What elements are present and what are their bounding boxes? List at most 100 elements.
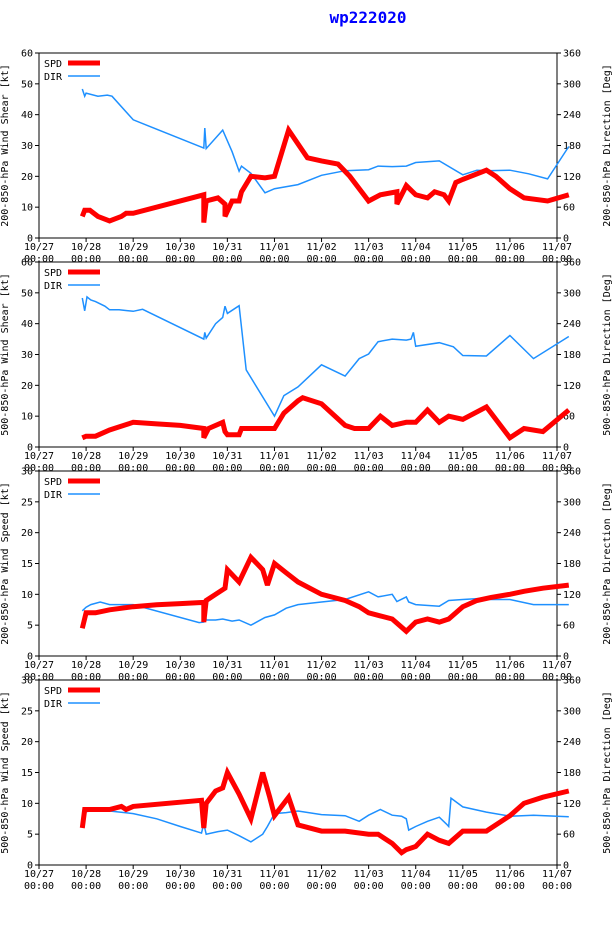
x-tick-label-date: 11/01 [259,451,289,462]
x-tick-label-date: 10/29 [118,869,148,880]
x-tick-label-date: 11/02 [306,451,336,462]
y-right-tick-label: 180 [563,768,581,779]
y-right-tick-label: 0 [563,652,569,663]
x-tick-label-time: 00:00 [118,881,148,892]
y-right-tick-label: 120 [563,381,581,392]
y-left-tick-label: 40 [21,319,33,330]
y-left-tick-label: 50 [21,288,33,299]
y-right-tick-label: 60 [563,621,575,632]
x-tick-label-time: 00:00 [24,254,54,265]
x-tick-label-date: 11/02 [306,869,336,880]
x-tick-label-time: 00:00 [165,672,195,683]
x-tick-label-date: 10/28 [71,242,101,253]
x-tick-label-date: 11/04 [401,242,431,253]
x-tick-label-time: 00:00 [354,463,384,474]
x-tick-label-time: 00:00 [542,672,572,683]
plot-frame [38,679,558,866]
plot-frame [38,261,558,448]
x-tick-label-date: 10/28 [71,451,101,462]
x-tick-label-time: 00:00 [259,881,289,892]
x-tick-label-time: 00:00 [259,254,289,265]
x-tick-label-time: 00:00 [448,672,478,683]
dir-series-line [81,796,569,843]
y-right-tick-label: 0 [563,443,569,454]
x-tick-label-date: 11/07 [542,660,572,671]
x-tick-label-date: 10/31 [212,451,242,462]
y-left-tick-label: 0 [27,443,33,454]
x-tick-label-date: 10/28 [71,869,101,880]
y-left-tick-label: 0 [27,234,33,245]
x-tick-label-date: 10/28 [71,660,101,671]
legend-dir-label: DIR [44,699,63,710]
x-tick-label-time: 00:00 [542,881,572,892]
y-right-tick-label: 240 [563,737,581,748]
x-tick-label-date: 11/03 [354,660,384,671]
x-tick-label-time: 00:00 [165,254,195,265]
y-left-tick-label: 5 [27,830,33,841]
spd-series-line [79,552,570,635]
y-left-tick-label: 30 [21,141,33,152]
x-tick-label-date: 11/05 [448,242,478,253]
y-right-tick-label: 60 [563,203,575,214]
x-tick-label-time: 00:00 [71,463,101,474]
y-left-tick-label: 0 [27,652,33,663]
y-right-tick-label: 0 [563,861,569,872]
x-tick-label-date: 11/05 [448,451,478,462]
y-right-tick-label: 240 [563,528,581,539]
x-tick-label-time: 00:00 [448,881,478,892]
x-tick-label-time: 00:00 [401,881,431,892]
x-tick-label-date: 10/31 [212,242,242,253]
x-tick-label-time: 00:00 [165,463,195,474]
y-left-tick-label: 60 [21,258,33,269]
x-tick-label-date: 11/01 [259,660,289,671]
y-right-tick-label: 180 [563,141,581,152]
y-right-tick-label: 60 [563,412,575,423]
x-tick-label-time: 00:00 [212,881,242,892]
x-tick-label-time: 00:00 [212,254,242,265]
panel-3: 10/2700:0010/2800:0010/2900:0010/3000:00… [0,467,613,684]
dir-series-line [81,88,570,194]
x-tick-label-time: 00:00 [448,463,478,474]
x-tick-label-time: 00:00 [495,881,525,892]
x-tick-label-date: 10/30 [165,660,195,671]
x-tick-label-time: 00:00 [306,463,336,474]
y-left-tick-label: 25 [21,706,33,717]
y-right-tick-label: 120 [563,799,581,810]
y-left-tick-label: 10 [21,590,33,601]
x-tick-label-date: 11/04 [401,451,431,462]
y-left-tick-label: 60 [21,49,33,60]
panel-1: 10/2700:0010/2800:0010/2900:0010/3000:00… [0,49,613,266]
y-right-tick-label: 240 [563,319,581,330]
x-tick-label-time: 00:00 [495,254,525,265]
x-tick-label-date: 10/30 [165,869,195,880]
y-right-tick-label: 120 [563,590,581,601]
y-left-axis-label: 200-850-hPa Wind Speed [kt] [0,482,11,645]
y-right-tick-label: 300 [563,706,581,717]
x-tick-label-time: 00:00 [401,254,431,265]
x-tick-label-date: 11/07 [542,869,572,880]
x-tick-label-date: 11/03 [354,242,384,253]
x-tick-label-time: 00:00 [24,463,54,474]
y-left-tick-label: 30 [21,467,33,478]
x-tick-label-time: 00:00 [24,672,54,683]
spd-series-line [79,766,570,856]
x-tick-label-time: 00:00 [495,672,525,683]
x-tick-label-date: 11/07 [542,451,572,462]
x-tick-label-time: 00:00 [165,881,195,892]
y-left-tick-label: 50 [21,79,33,90]
x-tick-label-date: 11/04 [401,660,431,671]
legend-spd-label: SPD [44,477,62,488]
chart-title: wp222020 [329,8,407,27]
y-left-tick-label: 20 [21,737,33,748]
y-right-tick-label: 300 [563,497,581,508]
x-tick-label-date: 11/02 [306,660,336,671]
y-left-tick-label: 20 [21,381,33,392]
dir-series-line [81,590,569,627]
y-right-tick-label: 240 [563,110,581,121]
y-right-axis-label: 200-850-hPa Direction [Deg] [602,482,613,645]
x-tick-label-date: 10/30 [165,242,195,253]
x-tick-label-time: 00:00 [448,254,478,265]
x-tick-label-date: 10/31 [212,660,242,671]
x-tick-label-date: 10/27 [24,242,54,253]
x-tick-label-date: 10/27 [24,660,54,671]
